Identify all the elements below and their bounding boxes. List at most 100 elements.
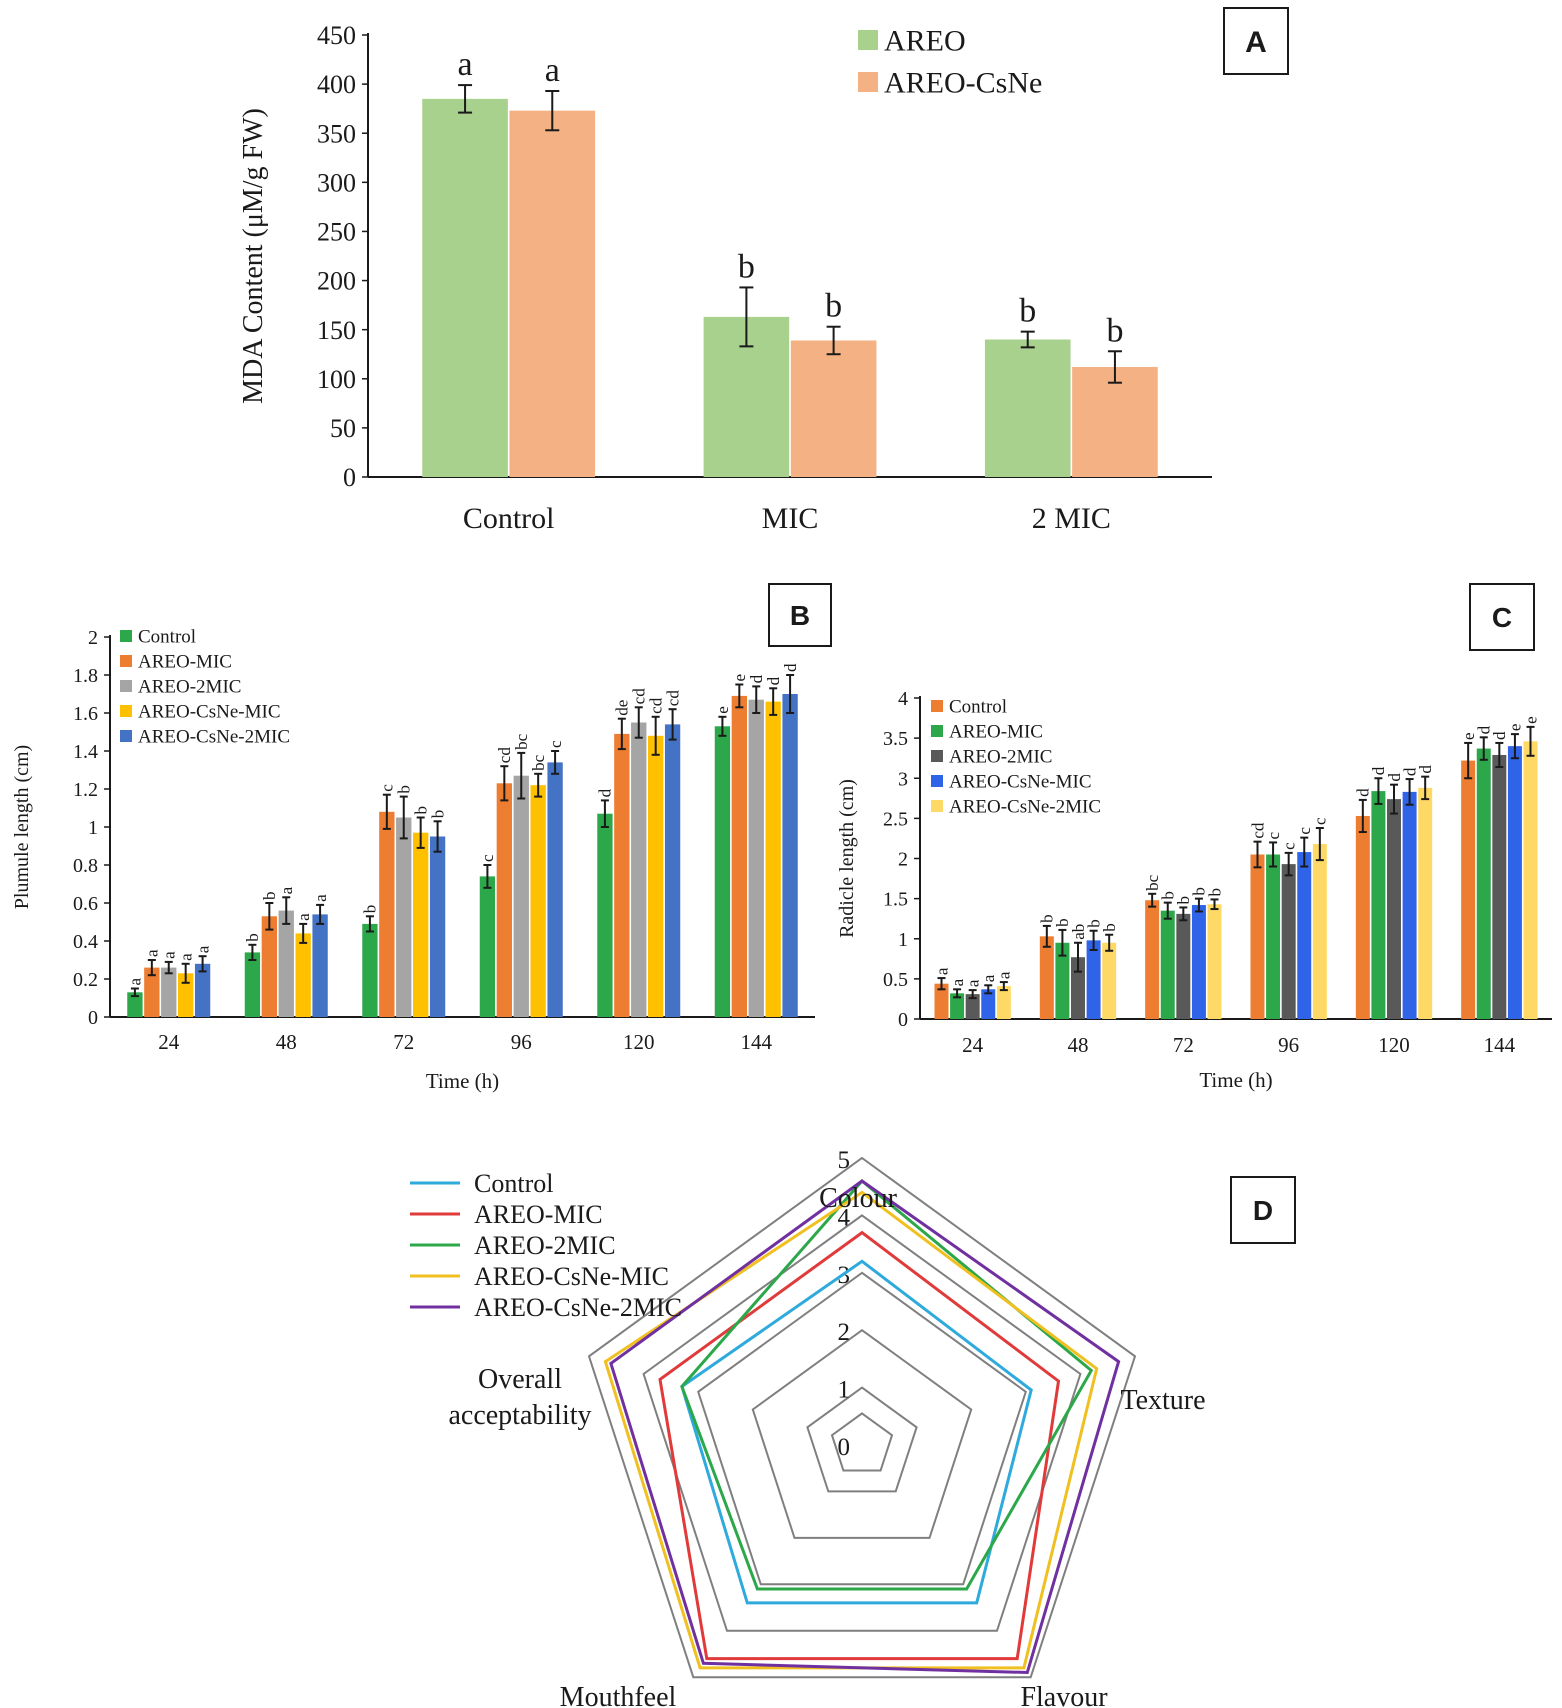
significance-letter: b	[738, 248, 755, 285]
y-axis-title: MDA Content (μM/g FW)	[238, 108, 269, 404]
x-tick-label: 96	[1278, 1033, 1299, 1057]
legend-label: AREO-2MIC	[138, 677, 241, 698]
significance-letter: a	[979, 974, 998, 982]
axis-label: Colour	[819, 1183, 897, 1214]
y-tick-label: 2	[898, 849, 908, 871]
y-tick-label: 1	[898, 929, 908, 951]
legend-swatch	[931, 700, 943, 712]
bar	[1086, 940, 1101, 1019]
y-tick-label: 1.6	[73, 703, 98, 725]
significance-letter: a	[126, 978, 145, 986]
significance-letter: c	[1264, 831, 1283, 839]
y-tick-label: 0	[898, 1009, 908, 1031]
grid-ring	[751, 1328, 973, 1539]
significance-letter: c	[378, 784, 397, 792]
bar	[1507, 746, 1522, 1019]
significance-letter: d	[1490, 731, 1509, 740]
significance-letter: e	[1459, 732, 1478, 740]
legend: AREO AREO-CsNe	[858, 25, 1042, 100]
x-tick-label: 48	[1068, 1033, 1089, 1057]
significance-letter: de	[613, 700, 632, 716]
legend-label: Control	[949, 697, 1007, 718]
significance-letter: d	[596, 788, 615, 797]
y-tick-label: 250	[317, 218, 356, 247]
bar	[614, 733, 630, 1017]
bar	[1281, 864, 1296, 1019]
chart-B: 0 0.2 0.4 0.6 0.8 1 1.2 1.4 1.6 1.8 2 Plumule lengt…	[11, 627, 815, 1093]
bar	[278, 910, 294, 1017]
bar	[295, 933, 311, 1017]
y-axis-title: Plumule length (cm)	[11, 745, 33, 909]
bar	[1371, 791, 1386, 1019]
significance-letter: a	[294, 913, 313, 921]
significance-letter: d	[781, 663, 800, 672]
significance-letter: b	[1100, 923, 1119, 932]
legend: ControlAREO-MICAREO-2MICAREO-CsNe-MICARE…	[120, 627, 290, 748]
grid-ring	[642, 1214, 1082, 1632]
panel-label-box	[1469, 583, 1535, 651]
x-tick-label: 72	[393, 1030, 414, 1054]
bar	[714, 726, 731, 1017]
legend-label: AREO-CsNe-MIC	[949, 772, 1092, 793]
r-tick-label: 5	[838, 1147, 851, 1174]
legend-label: AREO-CsNe-2MIC	[949, 797, 1101, 818]
legend-swatch	[120, 630, 132, 642]
significance-letter: b	[1205, 888, 1224, 897]
panel-label-box	[768, 583, 832, 647]
bar	[429, 836, 446, 1017]
y-tick-label: 50	[330, 414, 356, 443]
legend-label: AREO-MIC	[949, 722, 1043, 743]
significance-letter: b	[1038, 914, 1057, 923]
significance-letter: d	[1369, 766, 1388, 775]
bar	[1176, 913, 1191, 1019]
y-tick-label: 0	[88, 1007, 98, 1029]
significance-letter: cd	[646, 697, 665, 714]
legend-swatch	[120, 730, 132, 742]
bar	[178, 973, 194, 1017]
bar	[530, 785, 546, 1017]
bar	[984, 339, 1071, 477]
legend-swatch	[931, 725, 943, 737]
panel-label-text: D	[1253, 1195, 1273, 1226]
bar	[479, 876, 496, 1017]
significance-letter: b	[411, 806, 430, 815]
bar	[1207, 904, 1222, 1019]
bar	[1492, 754, 1507, 1019]
x-axis-title: Time (h)	[1199, 1068, 1272, 1092]
bar	[413, 832, 429, 1017]
legend-label: Control	[474, 1169, 553, 1198]
axis-label: Texture	[1120, 1385, 1205, 1416]
bar	[1191, 905, 1206, 1019]
x-tick-label: 2 MIC	[1032, 502, 1111, 535]
y-tick-label: 3.5	[883, 728, 908, 750]
significance-letter: a	[311, 894, 330, 902]
x-tick-label: 48	[276, 1030, 297, 1054]
bar	[1418, 787, 1433, 1019]
significance-letter: a	[160, 951, 179, 959]
axis-label: Flavour	[1020, 1682, 1108, 1708]
legend-label: AREO-2MIC	[474, 1231, 616, 1260]
significance-letter: d	[764, 676, 783, 685]
significance-letter: d	[1400, 767, 1419, 776]
y-tick-label: 450	[317, 21, 356, 50]
y-tick-label: 100	[317, 365, 356, 394]
panel-label-text: C	[1492, 602, 1512, 633]
x-tick-label: 144	[741, 1030, 773, 1054]
legend-label: AREO-CsNe-MIC	[474, 1262, 669, 1291]
legend: ControlAREO-MICAREO-2MICAREO-CsNe-MICARE…	[410, 1169, 682, 1322]
significance-letter: b	[1019, 293, 1036, 330]
significance-letter: b	[260, 892, 279, 901]
y-tick-label: 0.6	[73, 893, 98, 915]
significance-letter: c	[1279, 842, 1298, 850]
grid-ring-inner	[830, 1412, 894, 1472]
significance-letter: bc	[529, 754, 548, 771]
significance-letter: d	[1416, 765, 1435, 774]
bar	[731, 695, 747, 1017]
significance-letter: cd	[1248, 822, 1267, 839]
